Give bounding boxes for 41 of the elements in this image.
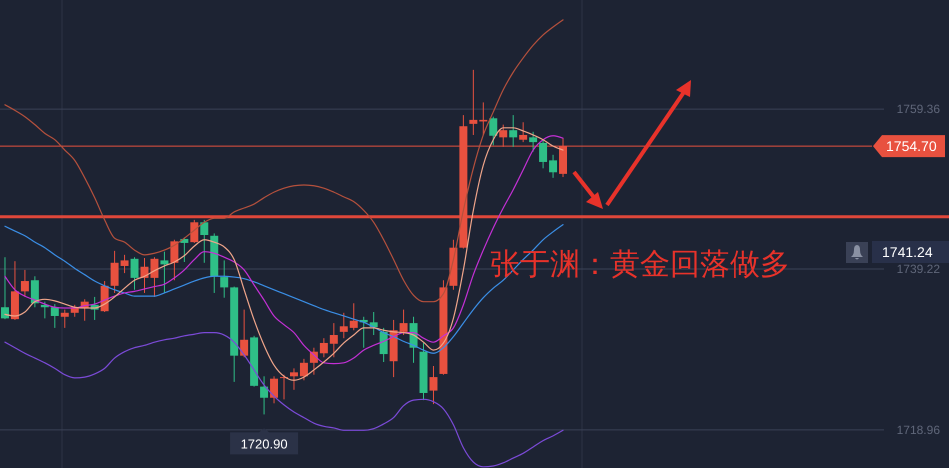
- candlestick: [479, 102, 488, 136]
- candlestick: [60, 309, 69, 328]
- candlestick: [300, 358, 308, 381]
- candlestick: [529, 131, 538, 152]
- candlestick: [200, 219, 208, 264]
- candlestick: [429, 365, 438, 405]
- y-tick-label: 1739.22: [896, 262, 940, 276]
- candlestick: [190, 219, 198, 244]
- candlestick: [469, 69, 478, 136]
- candlestick: [400, 309, 408, 336]
- candlestick: [110, 250, 119, 294]
- candlestick: [539, 139, 548, 169]
- candlestick: [509, 114, 518, 148]
- candlestick: [519, 122, 528, 143]
- candlestick: [340, 312, 348, 339]
- ref-line-label: 1754.70: [886, 138, 937, 154]
- candlestick: [330, 322, 338, 358]
- candlestick: [30, 276, 39, 308]
- candlestick: [489, 116, 498, 146]
- candlestick: [270, 376, 278, 404]
- candlestick: [350, 302, 358, 331]
- candlestick: [0, 256, 9, 320]
- candlestick: [549, 154, 558, 178]
- y-tick-label: 1759.36: [896, 102, 940, 116]
- text: 1741.24: [882, 244, 933, 260]
- line-series: [4, 332, 564, 468]
- candlestick: [120, 254, 129, 274]
- candlestick: [160, 251, 168, 294]
- candlestick: [220, 260, 228, 298]
- candlestick: [320, 338, 328, 358]
- candlestick: [290, 368, 298, 390]
- candlestick: [50, 304, 59, 328]
- candlestick: [20, 269, 29, 298]
- candlestick: [140, 258, 148, 294]
- candlestick: [130, 256, 139, 290]
- candlestick: [150, 256, 158, 298]
- candlestick: [240, 309, 248, 358]
- y-tick-label: 1718.96: [896, 422, 940, 437]
- candlestick: [260, 376, 268, 415]
- annotation: 1720.90: [240, 436, 288, 452]
- annotation: 张于渊：黄金回落做多: [490, 248, 790, 281]
